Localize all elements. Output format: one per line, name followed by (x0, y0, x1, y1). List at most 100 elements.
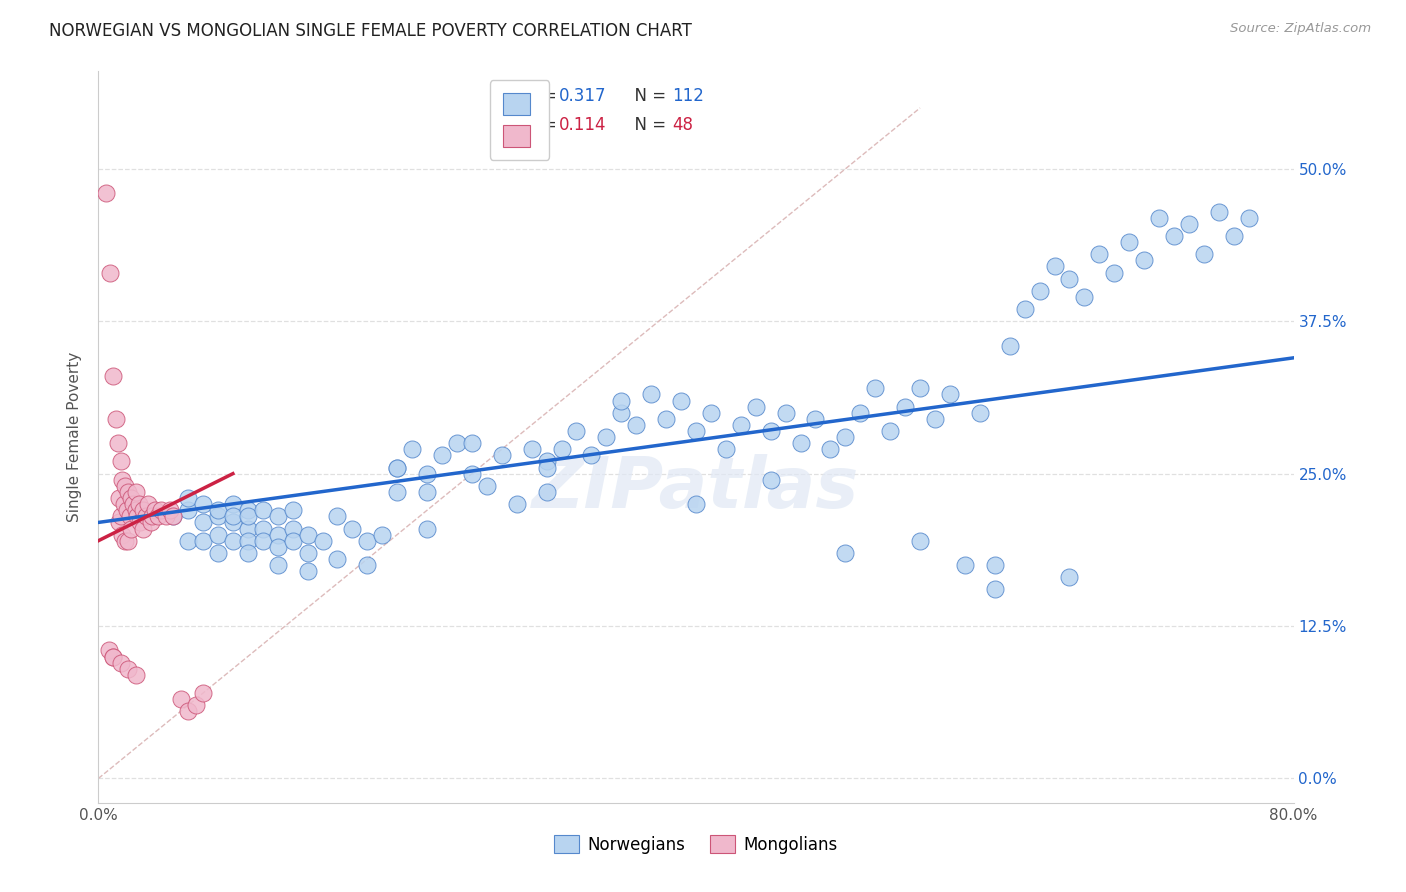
Point (1147, 211, 1170, 225)
Point (297, 527, 319, 541)
Point (536, 454, 558, 468)
Point (103, 649, 125, 664)
Point (125, 667, 148, 681)
Text: 0.317: 0.317 (558, 87, 606, 104)
Point (1088, 247, 1111, 261)
Point (745, 400, 768, 414)
Point (118, 509, 141, 524)
Point (236, 503, 259, 517)
Point (371, 527, 394, 541)
Point (281, 521, 304, 535)
Point (132, 503, 155, 517)
Point (820, 442, 842, 457)
Point (297, 564, 319, 578)
Point (804, 412, 827, 426)
Point (222, 497, 245, 511)
Point (326, 509, 349, 524)
Point (834, 546, 856, 560)
Point (129, 516, 152, 530)
Point (1059, 570, 1081, 584)
Point (141, 509, 163, 524)
Point (430, 448, 453, 462)
Point (191, 516, 214, 530)
Point (139, 516, 162, 530)
Point (97, 643, 120, 657)
Point (103, 649, 125, 664)
Point (924, 412, 946, 426)
Point (939, 387, 962, 401)
Point (700, 406, 723, 420)
Point (177, 533, 200, 548)
Point (385, 485, 409, 500)
Point (281, 503, 304, 517)
Point (162, 509, 184, 524)
Point (191, 497, 214, 511)
Point (107, 436, 129, 450)
Point (506, 497, 529, 511)
Point (267, 540, 290, 554)
Point (550, 442, 572, 457)
Text: 0.114: 0.114 (558, 116, 606, 134)
Point (1118, 235, 1140, 249)
Point (111, 473, 134, 487)
Point (297, 546, 319, 560)
Point (207, 503, 229, 517)
Point (416, 467, 439, 481)
Text: N =: N = (624, 87, 672, 104)
Point (775, 406, 797, 420)
Text: N =: N = (624, 116, 672, 134)
Point (98, 266, 122, 280)
Point (595, 430, 617, 444)
Point (1133, 253, 1156, 268)
Point (135, 509, 157, 524)
Point (385, 460, 409, 475)
Point (416, 485, 439, 500)
Point (669, 393, 692, 408)
Point (191, 686, 214, 700)
Point (267, 558, 290, 573)
Point (984, 558, 1007, 573)
Point (267, 527, 290, 541)
Point (536, 460, 558, 475)
Point (117, 485, 139, 500)
Point (759, 473, 782, 487)
Point (1073, 290, 1095, 304)
Point (108, 516, 131, 530)
Point (114, 533, 136, 548)
Point (267, 509, 290, 524)
Point (1223, 228, 1246, 243)
Point (94, 186, 117, 201)
Point (125, 485, 148, 500)
Text: ZIPatlas: ZIPatlas (533, 454, 859, 523)
Point (446, 436, 468, 450)
Point (953, 558, 976, 573)
Point (169, 692, 191, 706)
Point (1163, 228, 1185, 243)
Point (401, 442, 423, 457)
Point (111, 527, 134, 541)
Point (565, 424, 588, 438)
Point (143, 503, 166, 517)
Point (520, 442, 543, 457)
Point (581, 448, 603, 462)
Point (849, 406, 872, 420)
Point (1237, 211, 1260, 225)
Point (132, 521, 155, 535)
Point (685, 424, 707, 438)
Point (655, 412, 678, 426)
Point (326, 552, 349, 566)
Point (252, 521, 274, 535)
Point (121, 497, 143, 511)
Point (207, 527, 229, 541)
Point (236, 521, 259, 535)
Point (115, 503, 138, 517)
Point (184, 698, 207, 713)
Point (640, 387, 662, 401)
Point (155, 509, 177, 524)
Point (626, 417, 648, 432)
Point (236, 533, 259, 548)
Text: R =: R = (526, 116, 562, 134)
Point (114, 479, 136, 493)
Point (1014, 301, 1036, 317)
Point (207, 546, 229, 560)
